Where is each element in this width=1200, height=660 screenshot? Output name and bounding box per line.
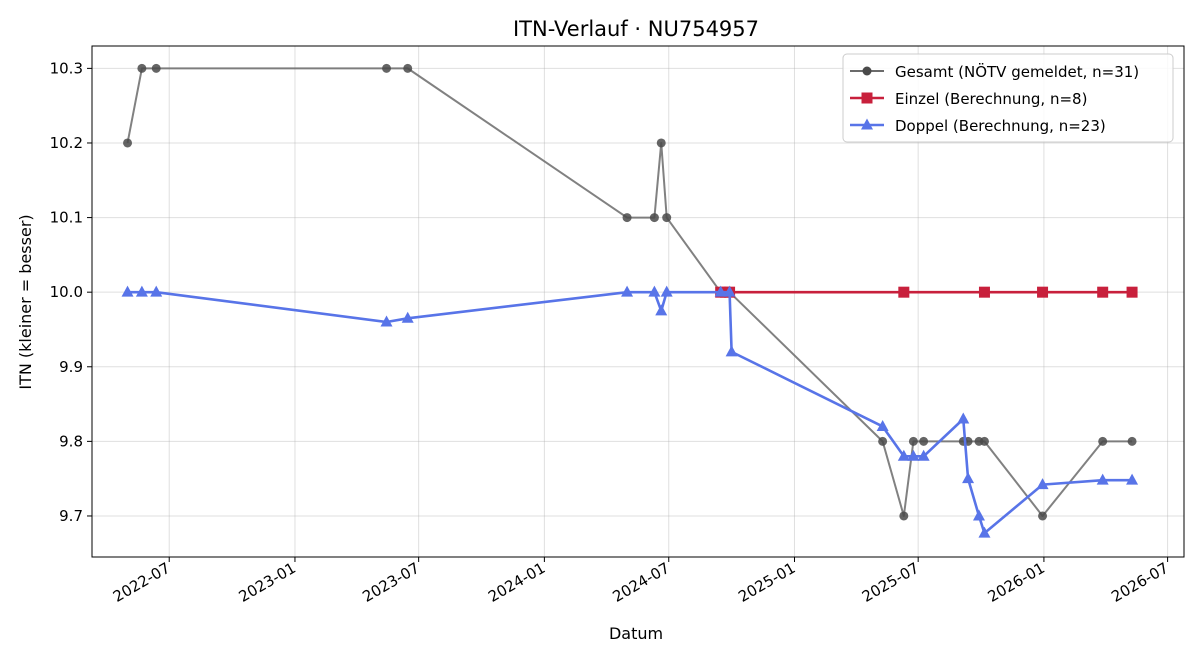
- data-point-gesamt: [151, 63, 161, 73]
- legend-marker-gesamt: [862, 66, 872, 76]
- data-point-doppel: [972, 509, 985, 521]
- data-point-doppel: [907, 449, 920, 461]
- data-point-doppel: [917, 449, 930, 461]
- series-doppel: [121, 285, 1139, 538]
- y-tick-label: 10.3: [50, 59, 83, 77]
- y-tick-label: 9.9: [59, 358, 83, 376]
- y-tick-label: 9.7: [59, 507, 83, 525]
- data-point-doppel: [957, 412, 970, 424]
- data-point-doppel: [723, 285, 736, 297]
- data-point-gesamt: [123, 138, 133, 148]
- data-point-doppel: [1036, 478, 1049, 490]
- data-point-doppel: [725, 345, 738, 357]
- y-axis-ticks: 9.7 9.8 9.9 10.0 10.1 10.2 10.3: [50, 59, 92, 525]
- legend-label-gesamt: Gesamt (NÖTV gemeldet, n=31): [895, 62, 1139, 81]
- y-tick-label: 10.1: [50, 209, 83, 227]
- y-tick-label: 10.2: [50, 134, 83, 152]
- legend: Gesamt (NÖTV gemeldet, n=31) Einzel (Bere…: [842, 53, 1174, 143]
- data-point-gesamt: [1127, 436, 1137, 446]
- data-point-gesamt: [656, 138, 666, 148]
- data-point-gesamt: [979, 436, 989, 446]
- data-point-doppel: [660, 285, 673, 297]
- data-point-gesamt: [382, 63, 392, 73]
- y-axis-label: ITN (kleiner = besser): [16, 214, 35, 389]
- data-point-gesamt: [662, 213, 672, 223]
- data-point-doppel: [1126, 473, 1139, 485]
- data-point-doppel: [876, 419, 889, 431]
- data-point-gesamt: [908, 436, 918, 446]
- data-point-doppel: [962, 472, 975, 484]
- plot-frame: [91, 45, 1185, 558]
- data-point-gesamt: [899, 511, 909, 521]
- data-point-gesamt: [1038, 511, 1048, 521]
- data-point-doppel: [380, 315, 393, 327]
- data-point-einzel: [898, 286, 910, 298]
- data-point-doppel: [897, 449, 910, 461]
- data-point-gesamt: [137, 63, 147, 73]
- data-point-gesamt: [919, 436, 929, 446]
- x-axis-label: Datum: [609, 624, 663, 643]
- data-point-doppel: [401, 311, 414, 323]
- y-tick-label: 9.8: [59, 432, 83, 450]
- data-point-doppel: [714, 285, 727, 297]
- data-point-doppel: [150, 285, 163, 297]
- chart-title: ITN-Verlauf · NU754957: [513, 17, 759, 41]
- legend-marker-doppel: [861, 118, 873, 130]
- legend-label-doppel: Doppel (Berechnung, n=23): [895, 117, 1106, 135]
- data-point-doppel: [978, 526, 991, 538]
- data-point-gesamt: [622, 213, 632, 223]
- data-point-einzel: [1037, 286, 1049, 298]
- legend-box: [842, 53, 1174, 143]
- data-point-doppel: [1096, 473, 1109, 485]
- legend-marker-einzel: [861, 92, 873, 104]
- y-tick-label: 10.0: [50, 283, 83, 301]
- data-point-doppel: [648, 285, 661, 297]
- series-layer: [121, 63, 1139, 538]
- legend-label-einzel: Einzel (Berechnung, n=8): [895, 90, 1087, 108]
- data-point-gesamt: [403, 63, 413, 73]
- data-point-doppel: [655, 304, 668, 316]
- data-point-doppel: [135, 285, 148, 297]
- data-point-einzel: [1126, 286, 1138, 298]
- data-point-gesamt: [878, 436, 888, 446]
- data-point-doppel: [121, 285, 134, 297]
- data-point-einzel: [978, 286, 990, 298]
- data-point-einzel: [1097, 286, 1109, 298]
- data-point-doppel: [621, 285, 634, 297]
- data-point-gesamt: [1098, 436, 1108, 446]
- data-point-gesamt: [649, 213, 659, 223]
